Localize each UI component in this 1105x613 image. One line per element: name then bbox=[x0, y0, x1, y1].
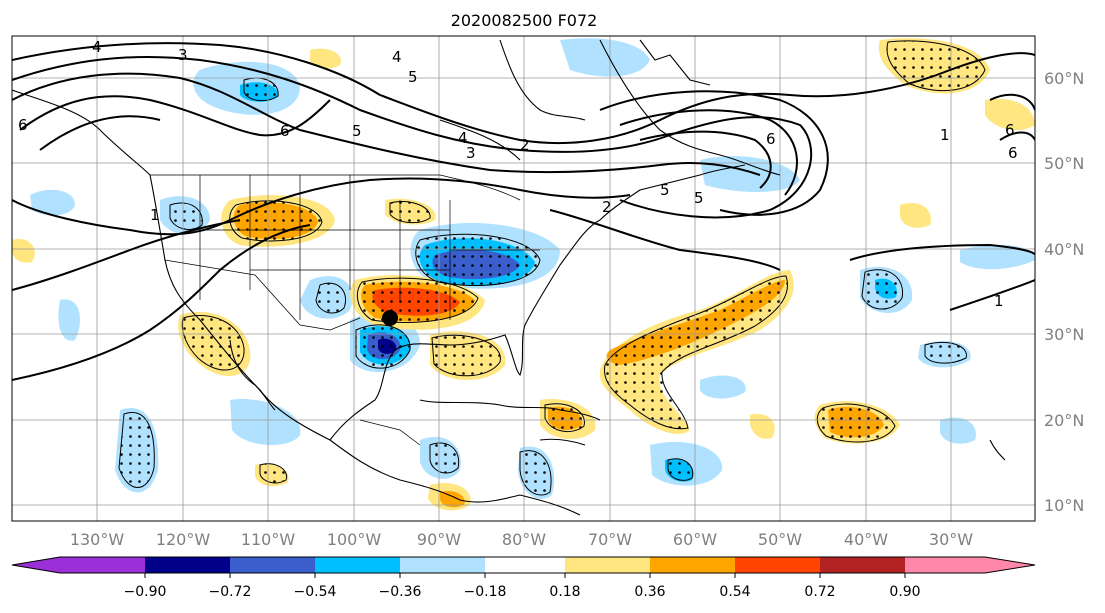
colorbar-segment bbox=[230, 557, 315, 573]
lon-label: 30°W bbox=[929, 530, 973, 549]
colorbar-tick-label: 0.54 bbox=[719, 584, 750, 600]
colorbar-under-arrow bbox=[12, 557, 60, 573]
lon-label: 100°W bbox=[327, 530, 382, 549]
lat-label: 20°N bbox=[1044, 411, 1084, 430]
lat-label: 40°N bbox=[1044, 240, 1084, 259]
colorbar-ticks bbox=[144, 573, 906, 578]
contour-label: 1 bbox=[994, 292, 1004, 310]
map-title: 2020082500 F072 bbox=[451, 11, 598, 30]
contour-label: 5 bbox=[694, 189, 704, 207]
contour-label: 5 bbox=[660, 181, 670, 199]
lon-label: 70°W bbox=[588, 530, 632, 549]
colorbar-segment bbox=[485, 557, 565, 573]
political-borders bbox=[150, 174, 540, 446]
lon-label: 80°W bbox=[502, 530, 546, 549]
colorbar: −0.90 −0.72 −0.54 −0.36 −0.18 0.18 0.36 … bbox=[11, 556, 1036, 600]
contour-label: 2 bbox=[602, 198, 612, 216]
colorbar-tick-label: −0.54 bbox=[294, 584, 337, 600]
colorbar-segment bbox=[145, 557, 230, 573]
colorbar-segment bbox=[735, 557, 820, 573]
contour-label: 6 bbox=[1005, 121, 1015, 139]
contour-label: 6 bbox=[1008, 144, 1018, 162]
lon-label: 120°W bbox=[156, 530, 211, 549]
colorbar-segment bbox=[60, 557, 145, 573]
lon-label: 40°W bbox=[844, 530, 888, 549]
contour-lines bbox=[12, 42, 1035, 381]
storm-center-marker bbox=[382, 310, 398, 326]
colorbar-over-arrow bbox=[985, 557, 1035, 573]
colorbar-segment bbox=[905, 557, 985, 573]
colorbar-segment bbox=[820, 557, 905, 573]
contour-label: 6 bbox=[766, 130, 776, 148]
contour-label: 1 bbox=[940, 126, 950, 144]
colorbar-tick-label: −0.72 bbox=[209, 584, 252, 600]
contour-label: 5 bbox=[352, 122, 362, 140]
lat-label: 10°N bbox=[1044, 496, 1084, 515]
contour-label: 5 bbox=[408, 68, 418, 86]
lon-label: 110°W bbox=[241, 530, 296, 549]
lon-label: 90°W bbox=[417, 530, 461, 549]
colorbar-segment bbox=[315, 557, 400, 573]
colorbar-tick-label: 0.18 bbox=[549, 584, 580, 600]
lat-label: 30°N bbox=[1044, 325, 1084, 344]
contour-label: 2 bbox=[520, 136, 530, 154]
contour-label: 3 bbox=[178, 46, 188, 64]
contour-label: 4 bbox=[392, 48, 402, 66]
contour-label: 6 bbox=[280, 122, 290, 140]
colorbar-segment bbox=[650, 557, 735, 573]
latitude-labels: 60°N 50°N 40°N 30°N 20°N 10°N bbox=[1044, 69, 1084, 515]
colorbar-tick-label: −0.36 bbox=[379, 584, 422, 600]
lon-label: 50°W bbox=[758, 530, 802, 549]
lon-label: 60°W bbox=[673, 530, 717, 549]
contour-label: 1 bbox=[150, 206, 160, 224]
colorbar-segment bbox=[400, 557, 485, 573]
significance-stippling bbox=[118, 40, 986, 496]
colorbar-segment bbox=[565, 557, 650, 573]
contour-label: 3 bbox=[466, 144, 476, 162]
map-frame bbox=[11, 35, 1036, 522]
colorbar-outline bbox=[11, 556, 1036, 574]
lon-label: 130°W bbox=[70, 530, 125, 549]
lat-label: 50°N bbox=[1044, 154, 1084, 173]
lat-label: 60°N bbox=[1044, 69, 1084, 88]
contour-labels: 4 3 4 5 6 5 6 4 3 2 1 6 5 6 1 1 2 6 5 bbox=[18, 38, 1018, 310]
contour-label: 6 bbox=[18, 116, 28, 134]
colorbar-tick-label: 0.90 bbox=[889, 584, 920, 600]
colorbar-tick-label: −0.18 bbox=[464, 584, 507, 600]
longitude-labels: 130°W 120°W 110°W 100°W 90°W 80°W 70°W 6… bbox=[70, 530, 973, 549]
coastlines bbox=[12, 39, 1006, 516]
colorbar-tick-label: 0.36 bbox=[634, 584, 665, 600]
colorbar-tick-label: 0.72 bbox=[804, 584, 835, 600]
map-panel: 4 3 4 5 6 5 6 4 3 2 1 6 5 6 1 1 2 6 5 bbox=[12, 36, 1035, 521]
contour-label: 4 bbox=[92, 38, 102, 56]
contour-label: 4 bbox=[458, 129, 468, 147]
colorbar-tick-label: −0.90 bbox=[124, 584, 167, 600]
